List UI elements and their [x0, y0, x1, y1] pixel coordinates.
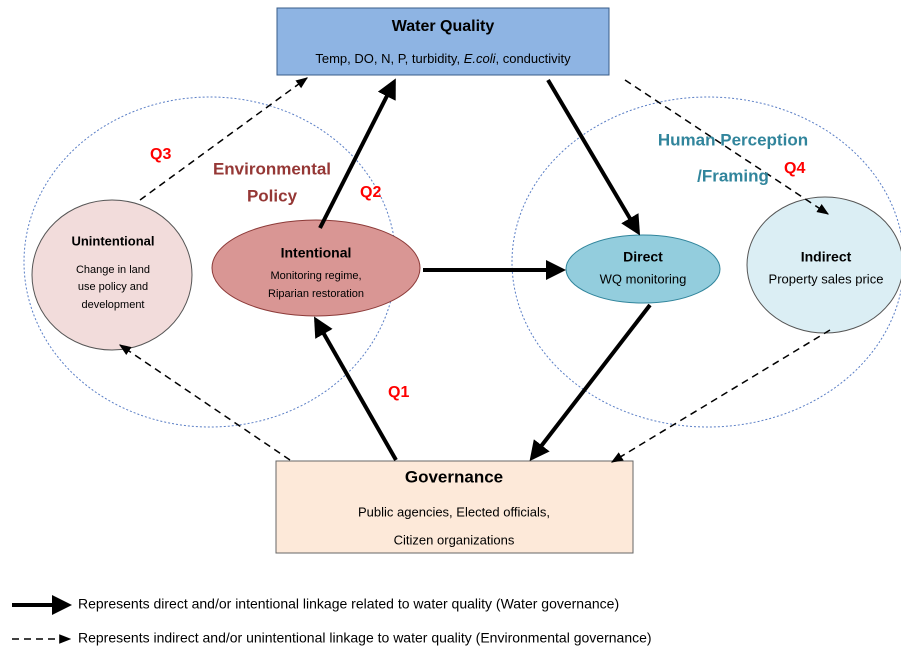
direct-node — [565, 234, 721, 304]
gov-title: Governance — [405, 467, 503, 486]
arrow — [119, 344, 291, 461]
water-quality-box — [276, 7, 610, 76]
node-title: Unintentional — [71, 233, 154, 248]
arrow — [139, 77, 308, 201]
questions: Q1 Q2 Q3 Q4 — [150, 146, 805, 401]
gov-text: Citizen organizations — [394, 532, 515, 547]
indirect-node — [746, 196, 901, 334]
policy-label: Environmental — [213, 159, 331, 178]
arrow — [624, 79, 830, 215]
governance-box — [275, 460, 634, 554]
solid-arrows — [12, 78, 652, 615]
arrow — [318, 78, 396, 229]
intentional-node — [211, 219, 421, 317]
node-text: Monitoring regime, — [270, 270, 361, 282]
q-label: Q2 — [360, 184, 381, 201]
node-text: development — [82, 299, 145, 311]
node-text: Change in land — [76, 264, 150, 276]
q-label: Q1 — [388, 384, 409, 401]
arrow — [610, 329, 831, 463]
wq-subtitle: Temp, DO, N, P, turbidity, E.coli, condu… — [315, 51, 571, 66]
text: E.coli — [464, 51, 497, 66]
node-text: Riparian restoration — [268, 288, 364, 300]
q-label: Q4 — [784, 160, 805, 177]
arrow — [314, 316, 398, 461]
arrow — [529, 303, 652, 462]
node-title: Indirect — [801, 249, 852, 265]
legend-text: Represents direct and/or intentional lin… — [78, 596, 619, 612]
node-title: Direct — [623, 249, 663, 265]
node-text: use policy and — [78, 281, 148, 293]
wq-title: Water Quality — [392, 18, 495, 35]
legend-text: Represents indirect and/or unintentional… — [78, 630, 652, 646]
policy-label: Policy — [247, 186, 298, 205]
q-label: Q3 — [150, 146, 171, 163]
unintentional-node — [31, 199, 193, 351]
text: Temp, DO, N, P, turbidity, — [315, 51, 463, 66]
gov-text: Public agencies, Elected officials, — [358, 504, 550, 519]
node-text: WQ monitoring — [600, 271, 687, 286]
node-title: Intentional — [281, 245, 352, 261]
perception-label: /Framing — [697, 166, 769, 185]
text: , conductivity — [496, 51, 572, 66]
arrow — [546, 78, 641, 236]
perception-label: Human Perception — [658, 130, 808, 149]
node-text: Property sales price — [769, 271, 884, 286]
dashed-arrows — [12, 77, 831, 644]
